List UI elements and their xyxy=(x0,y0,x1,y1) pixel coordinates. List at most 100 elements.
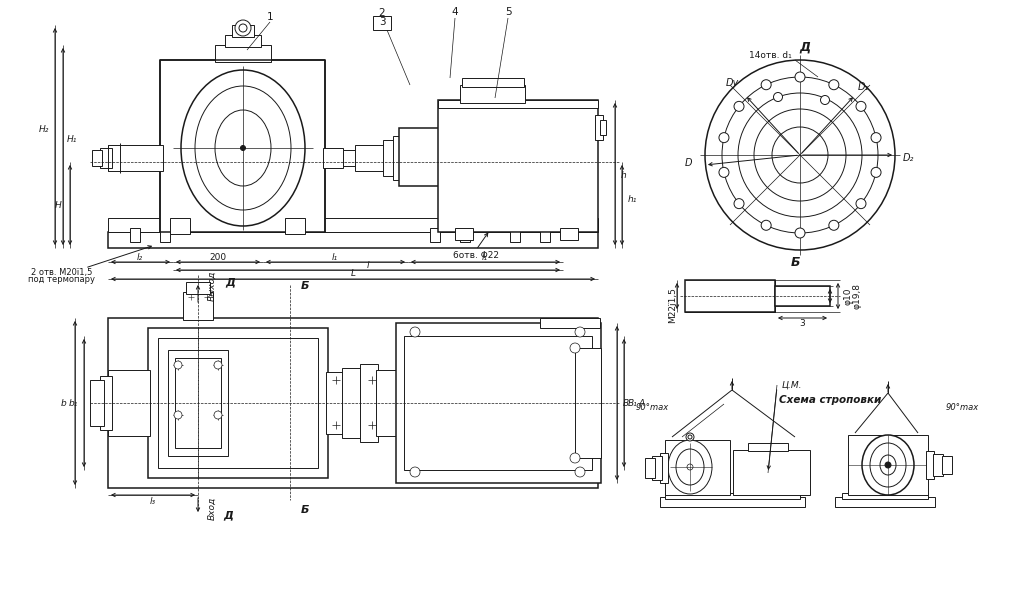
Bar xyxy=(108,370,150,436)
Bar xyxy=(460,85,525,103)
Circle shape xyxy=(686,433,694,441)
Circle shape xyxy=(761,220,771,230)
Bar xyxy=(685,280,775,312)
Bar xyxy=(108,318,598,488)
Text: 90°max: 90°max xyxy=(945,402,979,411)
Circle shape xyxy=(871,133,881,143)
Circle shape xyxy=(570,343,580,353)
Bar xyxy=(842,493,928,499)
Text: Д: Д xyxy=(800,40,811,54)
Circle shape xyxy=(734,198,744,209)
Text: D: D xyxy=(684,158,692,168)
Text: Вход: Вход xyxy=(208,496,216,520)
Bar xyxy=(926,451,934,479)
Bar xyxy=(510,228,520,242)
Text: B: B xyxy=(623,399,629,408)
Circle shape xyxy=(214,411,222,419)
Bar xyxy=(343,150,357,166)
Text: 200: 200 xyxy=(210,253,226,262)
Bar xyxy=(600,120,606,135)
Text: A: A xyxy=(639,399,645,408)
Text: М22ї1,5: М22ї1,5 xyxy=(669,287,678,323)
Ellipse shape xyxy=(215,110,271,186)
Bar xyxy=(100,148,112,168)
Bar xyxy=(92,150,102,166)
Text: Dу: Dу xyxy=(725,78,738,88)
Bar xyxy=(748,443,788,451)
Circle shape xyxy=(719,168,729,177)
Bar xyxy=(595,115,603,140)
Text: D₂: D₂ xyxy=(902,153,913,163)
Bar xyxy=(438,100,598,108)
Text: Б: Б xyxy=(301,505,309,515)
Bar xyxy=(848,435,928,495)
Circle shape xyxy=(174,361,182,369)
Bar xyxy=(462,78,524,87)
Bar xyxy=(652,456,662,480)
Text: Схема строповки: Схема строповки xyxy=(779,395,881,405)
Text: 2 отв. М20ї1,5: 2 отв. М20ї1,5 xyxy=(32,268,93,277)
Text: 3: 3 xyxy=(379,17,385,27)
Bar xyxy=(455,228,473,240)
Bar xyxy=(942,456,952,474)
Bar xyxy=(158,338,318,468)
Bar xyxy=(168,350,228,456)
Text: l: l xyxy=(367,260,370,270)
Circle shape xyxy=(570,453,580,463)
Bar xyxy=(355,145,385,171)
Bar xyxy=(438,100,598,232)
Bar xyxy=(215,45,271,62)
Text: h: h xyxy=(622,171,627,180)
Circle shape xyxy=(828,80,839,90)
Text: b₁: b₁ xyxy=(69,399,78,408)
Bar xyxy=(183,292,213,320)
Bar xyxy=(399,128,441,186)
Text: 14отв. d₁: 14отв. d₁ xyxy=(749,51,792,60)
Bar xyxy=(285,218,305,234)
Circle shape xyxy=(410,327,420,337)
Bar xyxy=(560,228,578,240)
Text: B₁: B₁ xyxy=(628,399,638,408)
Text: H₂: H₂ xyxy=(39,125,49,134)
Text: под термопару: под термопару xyxy=(29,276,95,285)
Bar xyxy=(575,348,601,458)
Ellipse shape xyxy=(862,435,914,495)
Bar xyxy=(376,370,398,436)
Bar xyxy=(170,218,190,234)
Bar xyxy=(404,336,592,470)
Bar xyxy=(225,35,261,47)
Bar xyxy=(383,140,395,176)
Ellipse shape xyxy=(880,455,896,475)
Circle shape xyxy=(174,411,182,419)
Text: H₁: H₁ xyxy=(67,136,77,145)
Circle shape xyxy=(795,228,805,238)
Text: 3: 3 xyxy=(799,320,805,329)
Bar xyxy=(685,280,775,312)
Bar xyxy=(430,228,440,242)
Circle shape xyxy=(705,60,895,250)
Circle shape xyxy=(828,220,839,230)
Bar xyxy=(130,228,140,242)
Text: Б: Б xyxy=(791,256,800,270)
Text: 1: 1 xyxy=(266,12,273,22)
Circle shape xyxy=(239,24,247,32)
Text: h₁: h₁ xyxy=(628,195,637,204)
Bar xyxy=(835,497,935,507)
Text: 5: 5 xyxy=(505,7,511,17)
Circle shape xyxy=(722,77,878,233)
Bar xyxy=(108,232,598,248)
Text: D₁: D₁ xyxy=(857,82,868,92)
Text: 6отв. Φ22: 6отв. Φ22 xyxy=(453,251,499,260)
Circle shape xyxy=(754,109,846,201)
Circle shape xyxy=(856,101,866,112)
Ellipse shape xyxy=(195,86,291,210)
Bar xyxy=(933,454,943,476)
Bar xyxy=(90,380,104,426)
Bar xyxy=(232,25,254,37)
Text: l₃: l₃ xyxy=(150,497,156,507)
Text: Д: Д xyxy=(225,277,234,287)
Circle shape xyxy=(795,72,805,82)
Bar xyxy=(186,282,210,294)
Text: b: b xyxy=(61,399,67,408)
Text: 2: 2 xyxy=(379,8,385,18)
